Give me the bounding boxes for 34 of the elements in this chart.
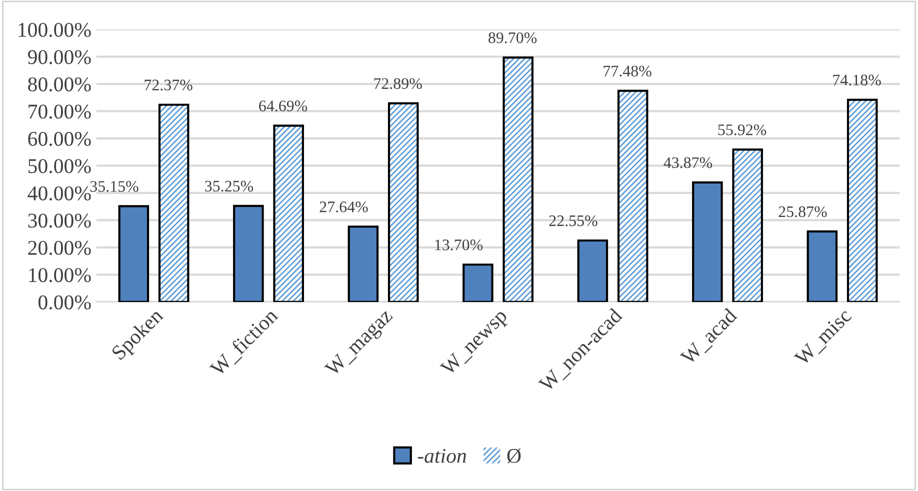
data-label: 89.70%	[488, 32, 537, 44]
data-label: 43.87%	[664, 157, 712, 168]
bar	[577, 239, 608, 302]
bar	[348, 226, 379, 302]
data-label: 77.48%	[604, 66, 652, 77]
data-label: 27.64%	[320, 202, 368, 212]
y-tick-label: 40.00%	[28, 186, 91, 200]
y-tick-label: 90.00%	[28, 50, 91, 64]
y-tick-label: 70.00%	[28, 104, 91, 119]
data-label: 25.87%	[778, 206, 827, 218]
data-label: 35.15%	[90, 181, 138, 192]
y-tick-label: 80.00%	[28, 77, 91, 92]
bar	[806, 230, 838, 302]
y-tick-label: 10.00%	[29, 268, 91, 282]
data-label: 64.69%	[259, 100, 308, 112]
bar	[692, 181, 723, 302]
y-tick-label: 60.00%	[28, 132, 91, 146]
bar	[233, 204, 264, 302]
legend-label: -ation	[418, 448, 466, 463]
bar	[462, 264, 494, 302]
y-tick-label: 30.00%	[28, 214, 91, 228]
y-tick-label: 0.00%	[38, 295, 91, 310]
data-label: 13.70%	[435, 240, 483, 250]
legend-label: Ø	[507, 448, 521, 464]
data-label: 74.18%	[833, 74, 881, 86]
data-label: 55.92%	[718, 124, 766, 136]
y-tick-label: 20.00%	[28, 240, 91, 255]
y-tick-label: 100.00%	[18, 22, 91, 37]
data-label: 72.37%	[144, 80, 192, 90]
y-tick-label: 50.00%	[28, 159, 91, 174]
data-label: 22.55%	[549, 215, 598, 226]
data-label: 35.25%	[205, 180, 254, 192]
data-label: 72.89%	[374, 78, 422, 90]
bar	[118, 205, 150, 302]
